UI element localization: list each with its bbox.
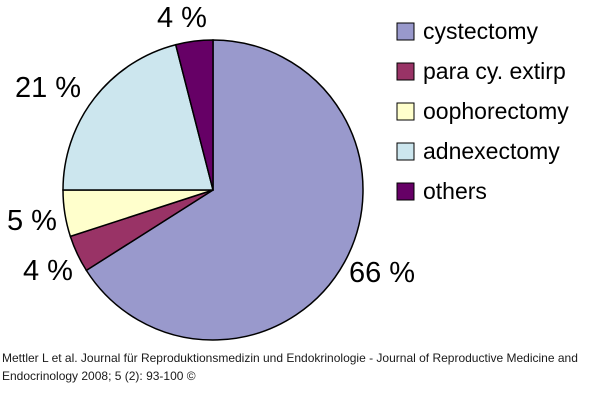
legend-swatch-oophorectomy <box>396 102 415 121</box>
legend-label-oophorectomy: oophorectomy <box>423 98 569 124</box>
pie-slice-adnexectomy <box>62 43 214 191</box>
legend-label-others: others <box>423 178 487 204</box>
legend-swatch-adnexectomy <box>396 142 415 161</box>
legend-swatch-others <box>396 182 415 201</box>
pie-slice-cystectomy <box>85 39 364 341</box>
pct-label-oophorectomy: 5 % <box>7 205 57 237</box>
pie-chart: 66 % 4 % 5 % 21 % 4 % cystectomy para cy. ext… <box>7 2 569 341</box>
legend-label-para-cy-extirp: para cy. extirp <box>423 58 566 84</box>
pct-label-cystectomy: 66 % <box>349 257 415 289</box>
pie-slice-others <box>174 39 214 191</box>
pct-label-others: 4 % <box>157 2 207 34</box>
citation-text: Mettler L et al. Journal für Reproduktio… <box>2 351 578 383</box>
pct-label-para-cy-extirp: 4 % <box>23 255 73 287</box>
pct-label-adnexectomy: 21 % <box>15 72 81 104</box>
legend-swatch-para-cy-extirp <box>396 62 415 81</box>
legend-label-cystectomy: cystectomy <box>423 18 539 44</box>
legend-swatch-cystectomy <box>396 22 415 41</box>
legend-label-adnexectomy: adnexectomy <box>423 138 560 164</box>
